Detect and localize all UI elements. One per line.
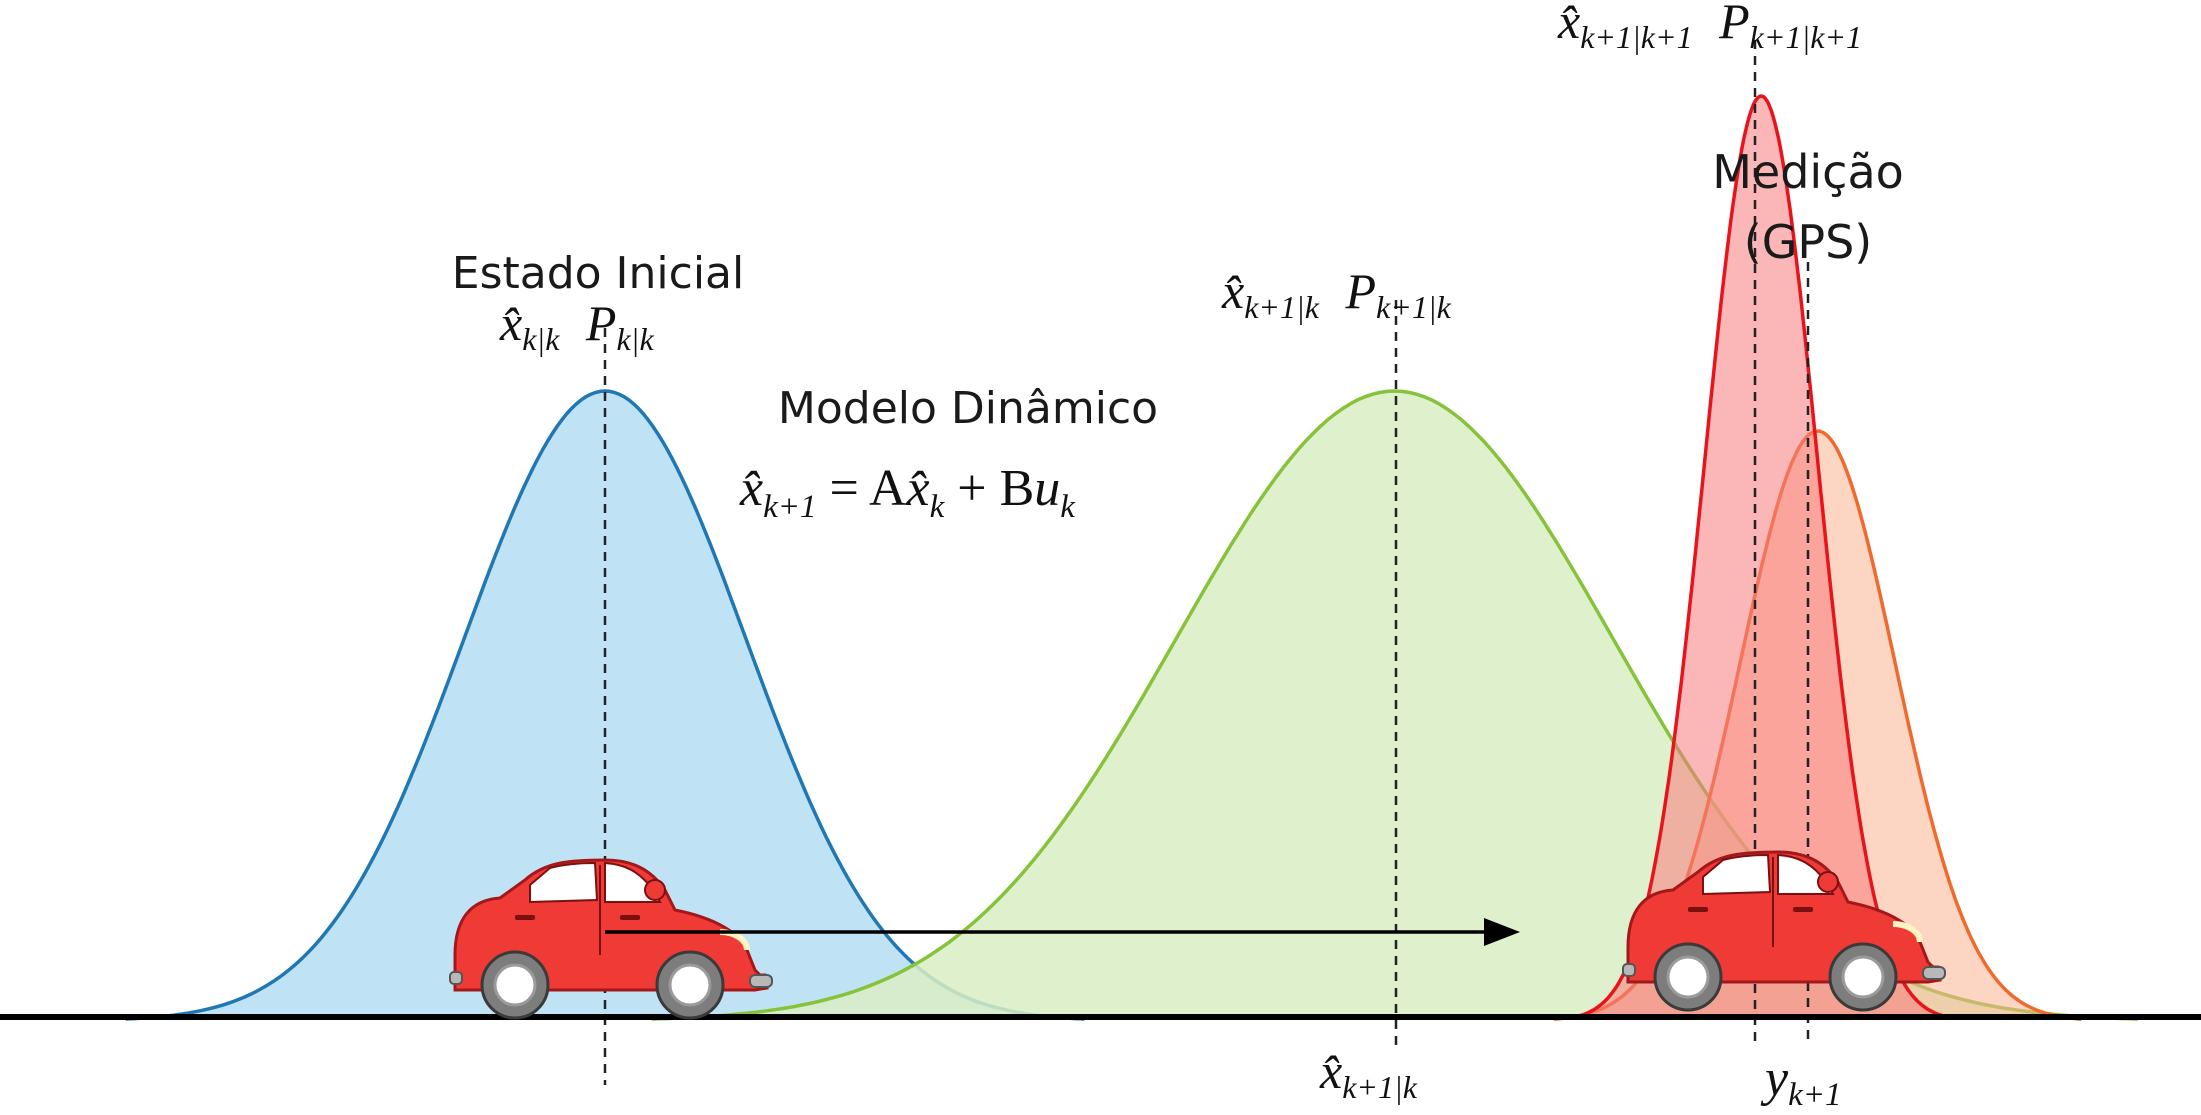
initial-state-title: Estado Inicial — [452, 248, 744, 299]
dynamic-model-title: Modelo Dinâmico — [778, 383, 1158, 434]
predicted-state-label: x̂k+1|k Pk+1|k — [1221, 263, 1452, 329]
initial-estimate-area — [125, 391, 1085, 1020]
axis-measurement-label: yk+1 — [1760, 1050, 1842, 1113]
dynamic-model-equation: x̂k+1 = Ax̂k + Buk — [739, 460, 1076, 529]
updated-estimate-area — [1569, 96, 1953, 1019]
measurement-title: Medição — [1712, 145, 1904, 199]
updated-state-label: x̂k+1|k+1 Pk+1|k+1 — [1557, 0, 1862, 59]
prediction-arrow — [605, 918, 1520, 946]
axis-predicted-label: x̂k+1|k — [1319, 1043, 1418, 1105]
predicted-estimate-area — [651, 391, 2138, 1020]
measurement-subtitle: (GPS) — [1744, 215, 1872, 269]
initial-state-label: x̂k|k Pk|k — [499, 295, 654, 361]
